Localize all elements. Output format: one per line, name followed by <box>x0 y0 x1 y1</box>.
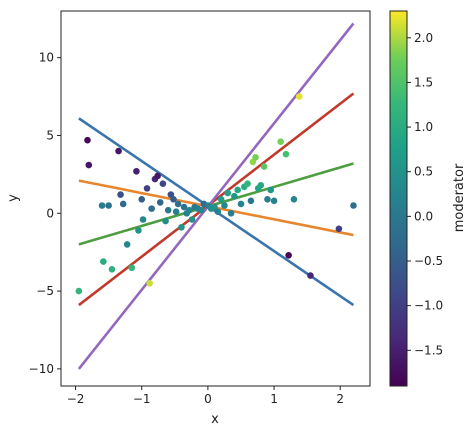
x-tick-label: 1 <box>270 392 278 406</box>
scatter-point <box>174 200 182 208</box>
colorbar-tick-label: 1.5 <box>414 75 433 89</box>
plot-frame <box>60 10 371 387</box>
x-axis-label: x <box>211 412 219 427</box>
colorbar-tick-label: 1.0 <box>414 120 433 134</box>
scatter-point <box>128 264 136 272</box>
colorbar-tick-label: −1.5 <box>414 343 443 357</box>
scatter-point <box>350 202 357 209</box>
scatter-point <box>270 197 278 205</box>
scatter-point <box>264 195 271 203</box>
scatter-point <box>285 251 292 259</box>
y-axis-label: y <box>6 194 21 202</box>
scatter-point <box>260 163 268 170</box>
scatter-point <box>138 195 146 203</box>
scatter-point <box>214 208 222 216</box>
regression-line-3 <box>78 162 354 246</box>
x-tick-label: −1 <box>133 392 151 406</box>
colorbar: −1.5 −1.0 −0.5 0.0 0.5 1.0 1.5 2.0 moderator <box>389 10 467 387</box>
y-axis-ticks: −10 −5 0 5 10 <box>29 51 61 376</box>
y-tick-label: −10 <box>29 362 54 376</box>
colorbar-tick-label: 0.5 <box>414 165 433 179</box>
y-tick-label: 10 <box>39 51 54 65</box>
y-tick-label: 5 <box>46 128 54 142</box>
scatter-point <box>290 195 298 203</box>
scatter-point <box>148 205 155 212</box>
scatter-point <box>224 189 232 197</box>
scatter-point <box>100 258 107 265</box>
scatter-point <box>123 241 131 248</box>
scatter-point <box>84 136 91 144</box>
scatter-point <box>227 209 235 217</box>
scatter-point <box>252 153 259 161</box>
scatter-point <box>231 192 238 200</box>
colorbar-ticks: −1.5 −1.0 −0.5 0.0 0.5 1.0 1.5 2.0 <box>407 31 443 357</box>
scatter-point <box>146 280 153 287</box>
scatter-point <box>85 161 93 169</box>
scatter-point <box>188 216 196 223</box>
y-tick-label: −5 <box>36 284 54 298</box>
colorbar-tick-label: −1.0 <box>414 299 443 313</box>
scatter-points <box>75 93 357 295</box>
scatter-point <box>159 180 167 188</box>
colorbar-tick-label: −0.5 <box>414 254 443 268</box>
scatter-point <box>335 225 343 233</box>
regression-line-5 <box>77 22 355 370</box>
regression-line-4 <box>78 92 355 307</box>
scatter-point <box>178 223 185 231</box>
scatter-point <box>139 216 147 223</box>
scatter-point <box>307 272 314 279</box>
scatter-point <box>234 186 241 194</box>
scatter-point <box>217 195 225 203</box>
scatter-point <box>197 206 205 214</box>
scatter-point <box>133 167 140 175</box>
scatter-point <box>98 202 106 209</box>
x-tick-label: 0 <box>204 392 212 406</box>
scatter-point <box>108 265 116 273</box>
scatter-point <box>156 199 164 206</box>
colorbar-tick-label: 2.0 <box>414 31 433 45</box>
scatter-point <box>75 287 83 295</box>
scatter-point <box>180 203 188 211</box>
scatter-point <box>277 138 284 146</box>
scatter-point <box>221 202 228 209</box>
scatter-point <box>282 150 290 158</box>
scatter-point <box>119 200 127 208</box>
x-axis-ticks: −2 −1 0 1 2 <box>67 386 344 406</box>
scatter-point <box>154 172 161 180</box>
scatter-point <box>143 185 151 192</box>
scatter-point <box>135 227 142 234</box>
scatter-point <box>257 181 265 189</box>
x-tick-label: 2 <box>336 392 344 406</box>
colorbar-label: moderator <box>452 163 467 232</box>
scatter-point <box>105 202 112 209</box>
scatter-point <box>115 147 122 155</box>
y-tick-label: 0 <box>46 206 54 220</box>
colorbar-tick-label: 0.0 <box>414 209 433 223</box>
scatter-point <box>237 200 245 208</box>
scatter-point <box>162 217 169 225</box>
scatter-point <box>211 203 218 211</box>
scatter-point <box>164 206 172 214</box>
scatter-point <box>244 180 251 188</box>
scatter-point <box>247 197 255 205</box>
scatter-point <box>117 191 124 198</box>
colorbar-gradient <box>389 10 408 387</box>
x-tick-label: −2 <box>67 392 85 406</box>
scatter-point <box>170 195 177 203</box>
scatter-point <box>267 186 275 194</box>
scatter-point <box>295 93 303 100</box>
scatter-point <box>186 206 193 214</box>
scatter-point <box>172 208 180 216</box>
